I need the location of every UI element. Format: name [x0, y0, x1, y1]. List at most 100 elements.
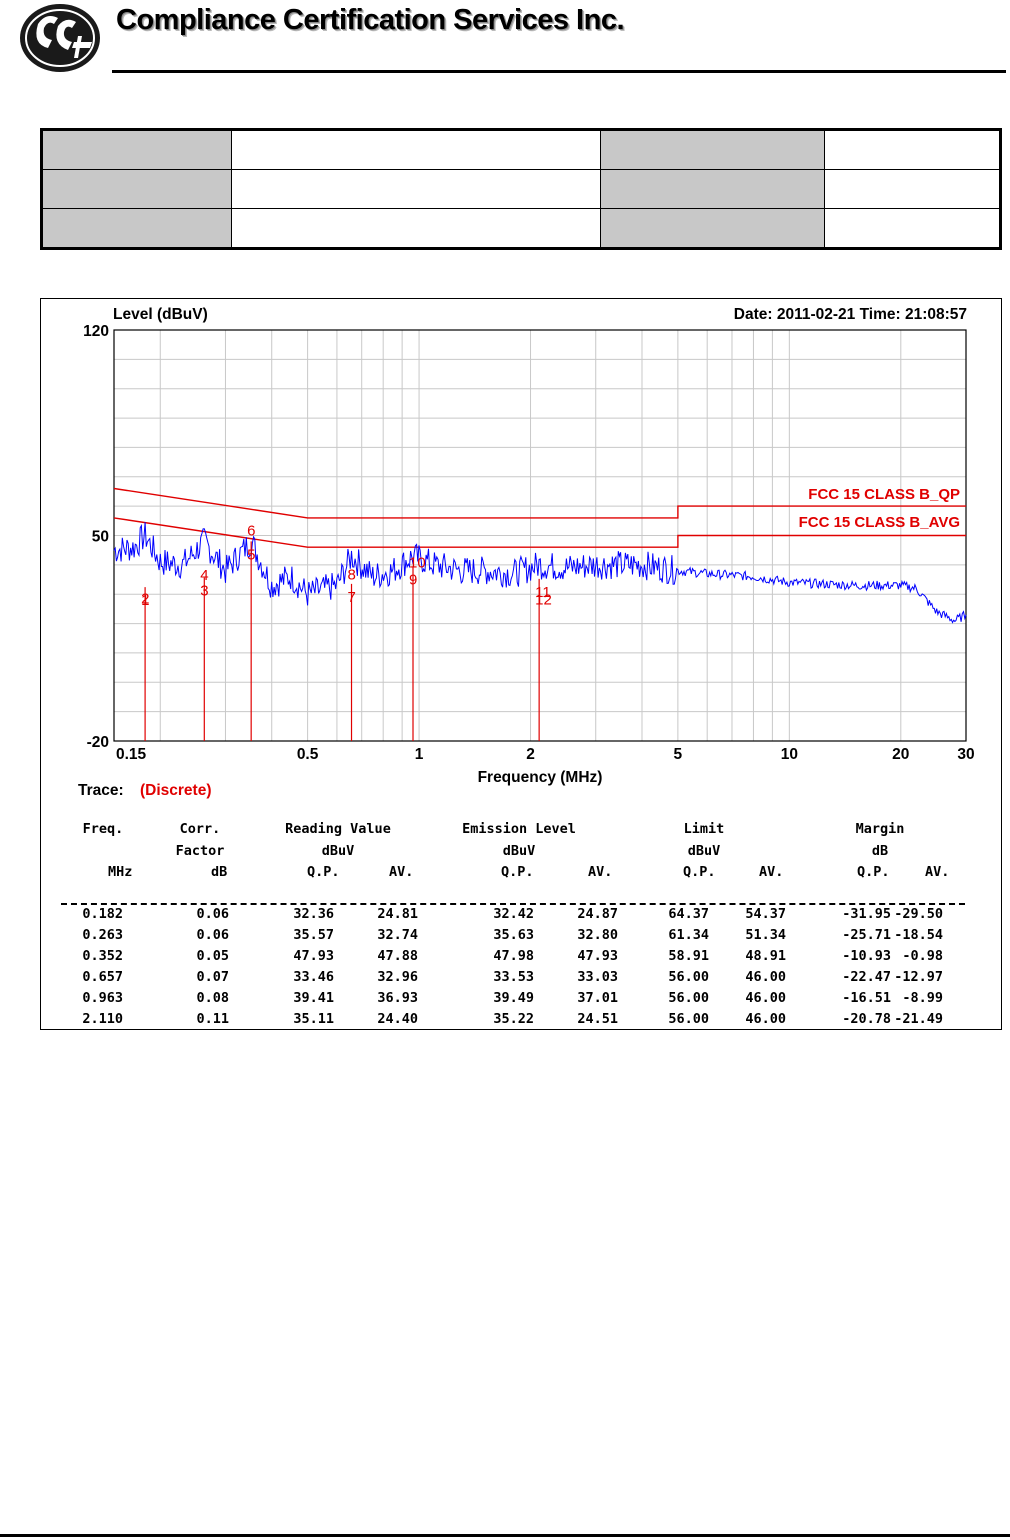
table-header: Q.P.: [683, 864, 716, 880]
info-label-cell: [40, 129, 233, 170]
marker-label: 12: [535, 591, 552, 608]
limit-line: [113, 487, 966, 519]
x-tick-label: 20: [892, 746, 909, 763]
table-cell: 0.06: [196, 906, 229, 922]
table-cell: -16.51: [842, 990, 891, 1006]
emission-chart-box: Level (dBuV) Date: 2011-02-21 Time: 21:0…: [40, 298, 1002, 1030]
table-cell: 0.182: [82, 906, 123, 922]
info-label-cell: [40, 169, 233, 209]
info-label-cell: [40, 208, 233, 249]
table-header: Factor: [175, 843, 225, 859]
info-value-cell: [823, 208, 1002, 249]
table-header: Corr.: [179, 821, 221, 837]
table-cell: -0.98: [902, 948, 943, 964]
table-cell: 24.87: [577, 906, 618, 922]
table-header: Margin: [855, 821, 905, 837]
table-cell: 35.11: [293, 1011, 334, 1027]
table-cell: 24.81: [377, 906, 418, 922]
table-cell: 24.40: [377, 1011, 418, 1027]
marker-label: 1: [141, 592, 149, 609]
table-header: AV.: [588, 864, 613, 880]
table-cell: -25.71: [842, 927, 891, 943]
table-cell: 46.00: [745, 969, 786, 985]
table-cell: -8.99: [902, 990, 943, 1006]
table-cell: 32.74: [377, 927, 418, 943]
marker-label: 10: [409, 555, 426, 572]
table-cell: 24.51: [577, 1011, 618, 1027]
header-rule: [112, 70, 1006, 73]
company-name: Compliance Certification Services Inc.: [116, 4, 625, 36]
table-header: AV.: [389, 864, 414, 880]
x-axis-label: Frequency (MHz): [478, 769, 603, 786]
table-cell: 0.08: [196, 990, 229, 1006]
table-header: dB: [871, 843, 889, 859]
table-cell: 47.88: [377, 948, 418, 964]
x-tick-label: 0.5: [297, 746, 319, 763]
table-cell: 47.93: [293, 948, 334, 964]
table-header: Q.P.: [307, 864, 340, 880]
table-header: Q.P.: [857, 864, 890, 880]
table-cell: 56.00: [668, 990, 709, 1006]
x-tick-label: 1: [415, 746, 424, 763]
marker-label: 3: [200, 583, 208, 600]
table-cell: 64.37: [668, 906, 709, 922]
table-header: dBuV: [321, 843, 355, 859]
table-cell: 51.34: [745, 927, 786, 943]
company-logo: [20, 4, 100, 72]
limit-qp-label: FCC 15 CLASS B_QP: [808, 486, 960, 503]
info-value-cell: [823, 129, 1002, 170]
table-header: Emission Level: [462, 821, 576, 837]
table-cell: 33.03: [577, 969, 618, 985]
x-tick-label: 5: [674, 746, 683, 763]
table-cell: 35.63: [493, 927, 534, 943]
y-tick-label: 120: [83, 323, 109, 340]
emission-chart: Level (dBuV) Date: 2011-02-21 Time: 21:0…: [78, 306, 975, 799]
table-cell: 37.01: [577, 990, 618, 1006]
table-header: MHz: [108, 864, 133, 880]
marker-label: 5: [247, 546, 255, 563]
x-tick-label: 2: [526, 746, 535, 763]
table-cell: 35.57: [293, 927, 334, 943]
table-cell: 32.80: [577, 927, 618, 943]
table-cell: 33.46: [293, 969, 334, 985]
limit-line: [113, 517, 966, 548]
table-cell: 33.53: [493, 969, 534, 985]
info-label-cell: [600, 208, 825, 249]
table-cell: 35.22: [493, 1011, 534, 1027]
table-cell: 39.41: [293, 990, 334, 1006]
table-cell: 46.00: [745, 1011, 786, 1027]
marker-label: 8: [348, 566, 356, 583]
table-cell: 32.96: [377, 969, 418, 985]
table-cell: -20.78: [842, 1011, 891, 1027]
y-tick-label: -20: [87, 734, 109, 751]
footer-rule: [0, 1534, 1010, 1537]
info-value-cell: [231, 129, 602, 170]
marker-label: 11: [535, 584, 551, 601]
x-tick-label: 10: [781, 746, 798, 763]
table-cell: -10.93: [842, 948, 891, 964]
table-cell: 56.00: [668, 969, 709, 985]
table-header: Q.P.: [501, 864, 534, 880]
date-time-label: Date: 2011-02-21 Time: 21:08:57: [734, 306, 967, 323]
table-cell: 32.36: [293, 906, 334, 922]
info-label-cell: [600, 169, 825, 209]
table-cell: 61.34: [668, 927, 709, 943]
y-tick-label: 50: [92, 529, 109, 546]
marker-label: 4: [200, 567, 208, 584]
table-cell: -29.50: [894, 906, 943, 922]
table-cell: 48.91: [745, 948, 786, 964]
table-header: dB: [211, 864, 228, 880]
table-cell: -31.95: [842, 906, 891, 922]
x-tick-label: 30: [957, 746, 974, 763]
table-cell: -21.49: [894, 1011, 943, 1027]
info-table: [40, 128, 1002, 250]
marker-label: 7: [348, 589, 356, 606]
table-header: Reading Value: [285, 821, 391, 837]
table-cell: 39.49: [493, 990, 534, 1006]
marker-label: 6: [247, 523, 255, 540]
table-header: AV.: [759, 864, 784, 880]
info-value-cell: [823, 169, 1002, 209]
table-cell: 0.07: [196, 969, 229, 985]
table-cell: 32.42: [493, 906, 534, 922]
info-value-cell: [231, 208, 602, 249]
